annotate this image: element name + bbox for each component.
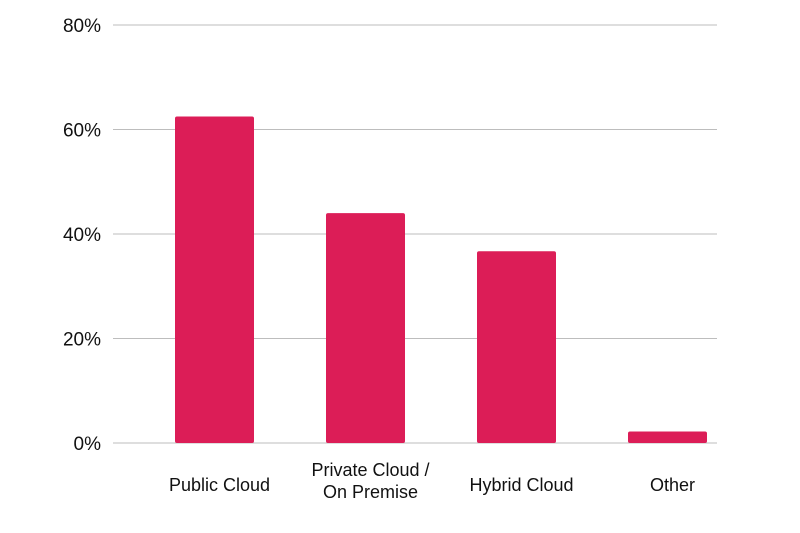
bar — [326, 213, 405, 443]
x-axis-category-labels: Public Cloud Private Cloud / On Premise Hyb… — [169, 460, 695, 502]
y-axis-tick-labels: 0% 20% 40% 60% 80% — [63, 16, 101, 455]
bar — [175, 116, 254, 443]
x-category-label-line: Public Cloud — [169, 475, 270, 495]
y-tick-label: 40% — [63, 225, 101, 246]
bar — [628, 431, 707, 443]
x-category-label-line: Hybrid Cloud — [469, 475, 573, 495]
x-category-label: Private Cloud / On Premise — [311, 460, 429, 502]
x-category-label: Public Cloud — [169, 475, 270, 495]
x-category-label-line: On Premise — [323, 482, 418, 502]
x-category-label-line: Other — [650, 475, 695, 495]
x-category-label: Hybrid Cloud — [469, 475, 573, 495]
bar — [477, 251, 556, 443]
y-tick-label: 20% — [63, 330, 101, 351]
y-tick-label: 60% — [63, 121, 101, 142]
x-category-label-line: Private Cloud / — [311, 460, 429, 480]
bars — [175, 116, 707, 443]
y-tick-label: 80% — [63, 16, 101, 37]
y-tick-label: 0% — [74, 434, 102, 455]
x-category-label: Other — [650, 475, 695, 495]
